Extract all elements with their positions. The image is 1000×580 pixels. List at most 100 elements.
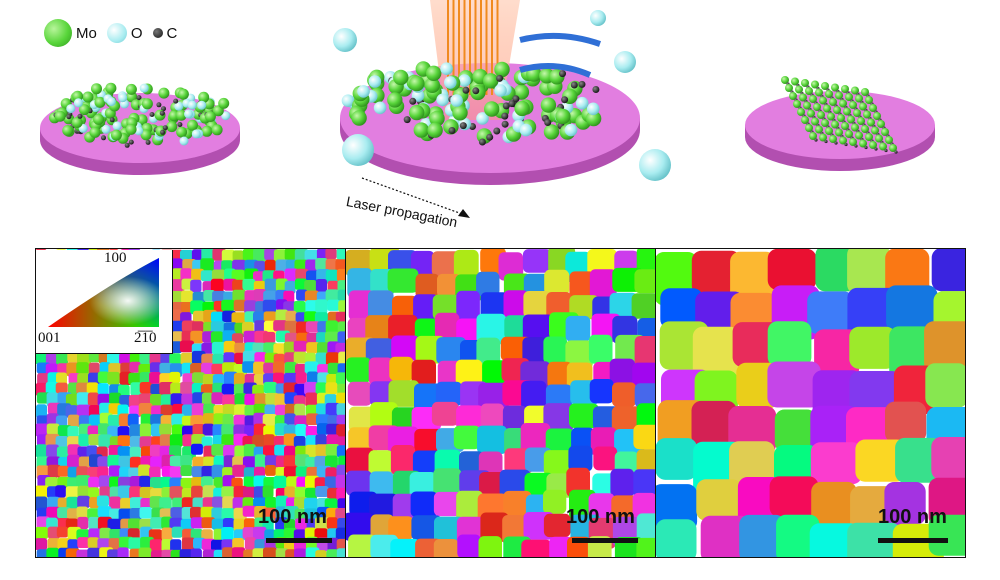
grain bbox=[774, 409, 817, 453]
mo-atom bbox=[177, 88, 189, 100]
grain bbox=[233, 518, 245, 532]
grain bbox=[210, 278, 224, 293]
grain bbox=[547, 361, 573, 389]
c-atom bbox=[884, 148, 888, 153]
grain bbox=[807, 291, 854, 334]
o-atom bbox=[73, 98, 83, 108]
grain bbox=[589, 269, 617, 300]
c-atom bbox=[501, 112, 509, 120]
grain bbox=[171, 413, 185, 427]
grain bbox=[739, 514, 786, 557]
grain bbox=[337, 321, 345, 334]
grain bbox=[128, 518, 142, 530]
grain bbox=[180, 249, 194, 262]
grain bbox=[368, 290, 394, 320]
grain bbox=[335, 311, 345, 324]
grain bbox=[190, 300, 204, 315]
grain bbox=[337, 331, 345, 345]
mo-atom bbox=[837, 114, 845, 122]
grain bbox=[263, 331, 276, 344]
grain bbox=[46, 547, 59, 557]
grain bbox=[283, 466, 298, 480]
disk-crystallized bbox=[745, 76, 935, 171]
grain bbox=[138, 547, 152, 557]
grain bbox=[304, 508, 318, 520]
c-atom bbox=[403, 116, 411, 124]
grain bbox=[928, 477, 965, 527]
mo-atom-icon bbox=[44, 19, 72, 47]
grain bbox=[97, 466, 109, 478]
grain bbox=[192, 497, 205, 509]
c-atom bbox=[145, 139, 151, 145]
grain bbox=[284, 361, 297, 377]
grain bbox=[253, 475, 267, 488]
grain bbox=[370, 402, 398, 431]
grain bbox=[522, 249, 552, 273]
mo-atom bbox=[452, 105, 468, 121]
grain bbox=[150, 456, 165, 469]
grain bbox=[191, 466, 205, 478]
grain bbox=[283, 372, 299, 385]
grain bbox=[304, 311, 317, 325]
grain bbox=[234, 404, 247, 417]
mo-atom bbox=[841, 85, 849, 93]
grain bbox=[233, 372, 245, 387]
ebsd-panel-2 bbox=[345, 248, 656, 558]
grain-map-2 bbox=[346, 249, 655, 557]
grain bbox=[480, 512, 509, 542]
grain bbox=[388, 516, 414, 540]
mo-atom bbox=[859, 139, 867, 148]
o-atom bbox=[373, 101, 387, 115]
c-atom bbox=[834, 141, 838, 145]
grain bbox=[45, 381, 59, 395]
grain bbox=[45, 353, 59, 365]
grain bbox=[128, 537, 142, 550]
grain bbox=[221, 299, 235, 311]
mo-atom bbox=[881, 128, 889, 136]
o-atom-icon bbox=[106, 23, 127, 43]
o-atom bbox=[191, 129, 201, 139]
grain bbox=[117, 485, 132, 500]
mo-atom bbox=[853, 109, 861, 117]
grain bbox=[294, 278, 307, 290]
grain bbox=[149, 372, 162, 384]
grain bbox=[36, 538, 48, 551]
mo-atom bbox=[426, 65, 442, 82]
grain bbox=[434, 516, 465, 545]
mo-atom bbox=[125, 83, 137, 95]
grain bbox=[222, 496, 235, 510]
grain bbox=[222, 413, 234, 427]
grain bbox=[314, 517, 330, 532]
grain bbox=[295, 466, 309, 480]
disk-laser-processing bbox=[333, 0, 671, 218]
c-atom bbox=[559, 70, 566, 78]
grain bbox=[931, 249, 965, 292]
mo-atom bbox=[861, 88, 869, 96]
grain bbox=[210, 331, 224, 345]
grain bbox=[456, 290, 480, 322]
mo-atom bbox=[540, 97, 557, 113]
grain bbox=[275, 309, 289, 323]
grain bbox=[169, 455, 182, 467]
o-atom bbox=[590, 10, 606, 26]
mo-atom bbox=[821, 82, 829, 90]
mo-atom bbox=[409, 104, 425, 121]
grain bbox=[169, 434, 184, 447]
grain bbox=[129, 435, 142, 448]
grain bbox=[192, 372, 205, 384]
grain bbox=[212, 374, 225, 386]
mo-atom bbox=[393, 69, 409, 86]
grain bbox=[97, 506, 112, 518]
grain bbox=[305, 321, 320, 333]
grain bbox=[295, 424, 307, 438]
o-atom bbox=[66, 104, 76, 114]
scale-bar-3 bbox=[878, 538, 948, 543]
grain bbox=[98, 434, 113, 448]
mo-atom bbox=[801, 116, 809, 124]
grain bbox=[273, 361, 285, 375]
mo-atom bbox=[799, 93, 807, 102]
grain bbox=[232, 464, 246, 477]
grain bbox=[335, 508, 345, 521]
mo-atom bbox=[136, 114, 148, 126]
mo-atom bbox=[811, 80, 819, 89]
